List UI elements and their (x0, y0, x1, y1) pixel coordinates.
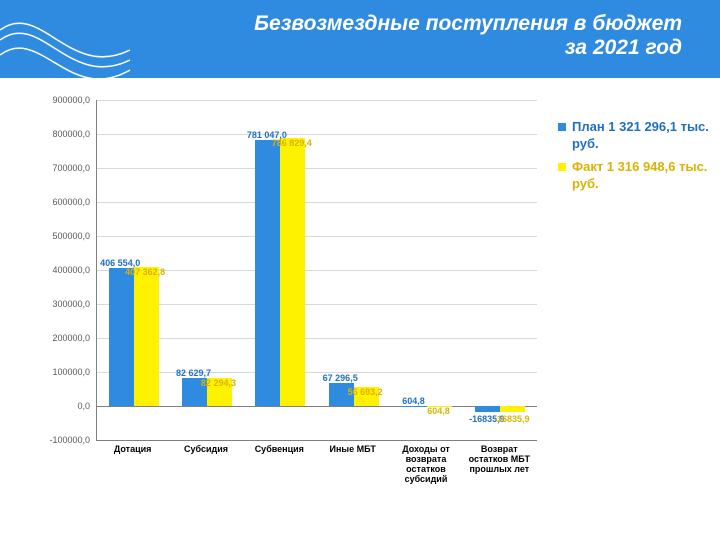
bar (255, 140, 280, 406)
y-tick: 900000,0 (40, 95, 90, 105)
bar (500, 406, 525, 412)
legend-marker-plan (558, 123, 566, 131)
y-tick: 800000,0 (40, 129, 90, 139)
title-bar: Безвозмездные поступления в бюджет за 20… (0, 0, 720, 78)
y-tick: 400000,0 (40, 265, 90, 275)
value-label: 604,8 (402, 396, 425, 406)
legend-label-fact: Факт 1 316 948,6 тыс. руб. (572, 159, 707, 191)
bar-chart: -100000,0 0,0 100000,0 200000,0 300000,0 4000… (40, 90, 700, 520)
legend-marker-fact (558, 163, 566, 171)
page-title: Безвозмездные поступления в бюджет за 20… (254, 12, 682, 60)
value-label: 406 554,0 (100, 258, 140, 268)
title-decor (0, 0, 130, 78)
value-label: 786 829,4 (272, 138, 312, 148)
value-label: 82 629,7 (176, 368, 211, 378)
legend-item-fact: Факт 1 316 948,6 тыс. руб. (558, 158, 718, 192)
value-label: 82 294,3 (201, 378, 236, 388)
x-category: Дотация (96, 444, 169, 454)
value-label: 56 693,2 (348, 387, 383, 397)
x-category: Субсидия (169, 444, 242, 454)
title-line2: за 2021 год (565, 36, 682, 59)
legend: План 1 321 296,1 тыс. руб. Факт 1 316 94… (558, 118, 718, 198)
y-tick: 700000,0 (40, 163, 90, 173)
legend-label-plan: План 1 321 296,1 тыс. руб. (572, 119, 709, 151)
x-category: Доходы от возврата остатков субсидий (389, 444, 462, 484)
value-label: 604,8 (427, 406, 450, 416)
value-label: 67 296,5 (323, 373, 358, 383)
legend-item-plan: План 1 321 296,1 тыс. руб. (558, 118, 718, 152)
value-label: -16835,9 (494, 414, 530, 424)
y-tick: -100000,0 (40, 435, 90, 445)
y-tick: 300000,0 (40, 299, 90, 309)
bar (109, 268, 134, 406)
bar (475, 406, 500, 412)
x-category: Возврат остатков МБТ прошлых лет (463, 444, 536, 474)
y-tick: 100000,0 (40, 367, 90, 377)
bar (280, 138, 305, 406)
bar (134, 267, 159, 406)
value-label: 407 362,8 (125, 267, 165, 277)
x-category: Субвенция (243, 444, 316, 454)
bar (402, 406, 427, 407)
y-tick: 200000,0 (40, 333, 90, 343)
y-tick: 500000,0 (40, 231, 90, 241)
y-tick: 600000,0 (40, 197, 90, 207)
y-tick: 0,0 (40, 401, 90, 411)
x-category: Иные МБТ (316, 444, 389, 454)
title-line1: Безвозмездные поступления в бюджет (254, 12, 682, 35)
